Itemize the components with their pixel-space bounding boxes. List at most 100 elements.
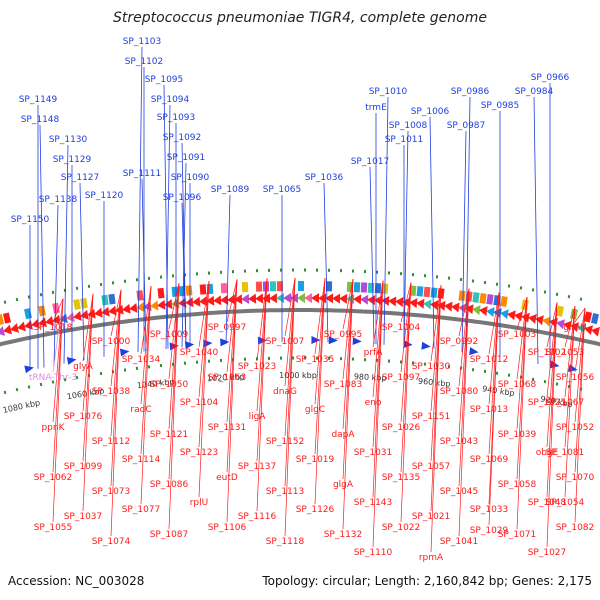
tick-mark (327, 356, 331, 360)
gene-label-reverse: SP_1029 (470, 526, 509, 536)
gene-label-reverse: SP_1056 (556, 373, 595, 383)
forward-gene-arrow (311, 336, 321, 345)
scale-label: 980 kbp (354, 372, 387, 383)
feature-block (298, 281, 304, 292)
reverse-gene-arrow (276, 293, 285, 304)
tick-mark (3, 300, 7, 304)
reverse-gene-arrow (381, 295, 390, 306)
feature-block (458, 290, 466, 302)
leader-line (137, 46, 143, 353)
tick-mark (39, 293, 43, 297)
leader-line (342, 279, 354, 430)
label-leader-lines (29, 46, 586, 553)
feature-block (220, 282, 228, 294)
feature-block (80, 297, 88, 309)
gene-label-reverse: ligA (249, 412, 267, 422)
gene-label-reverse: dnaG (273, 387, 297, 397)
gene-label-reverse: rpmA (419, 553, 444, 563)
leader-line (79, 182, 85, 361)
reverse-gene-arrow (297, 293, 305, 304)
gene-label-reverse: SP_1013 (470, 405, 509, 415)
gene-label-reverse: SP_1003 (498, 330, 537, 340)
reverse-gene-arrow (24, 320, 33, 330)
feature-block (199, 284, 207, 295)
feature-block (269, 281, 277, 292)
gene-label-forward: SP_1092 (163, 133, 202, 143)
leader-line (284, 277, 296, 437)
reverse-gene-arrow (213, 295, 222, 306)
leader-line (488, 292, 500, 405)
gene-label-forward: SP_1011 (385, 135, 424, 145)
gene-label-reverse: dapA (331, 430, 355, 440)
forward-gene-arrow (220, 338, 230, 347)
leader-line (574, 308, 586, 373)
tick-mark (399, 360, 403, 364)
gene-label-forward: SP_1150 (11, 215, 50, 225)
reverse-gene-arrow (332, 293, 341, 304)
reverse-gene-arrow (269, 293, 278, 304)
reverse-gene-arrow (409, 298, 418, 309)
leader-line (458, 288, 470, 537)
gene-label-reverse: SP_1112 (92, 437, 131, 447)
leader-line (226, 279, 238, 523)
forward-gene-arrow (469, 347, 479, 356)
reverse-gene-arrow (192, 296, 201, 307)
gene-label-reverse: SP_1054 (546, 498, 585, 508)
tick-mark (423, 274, 427, 278)
reverse-gene-arrow (500, 309, 509, 320)
leader-line (546, 302, 558, 348)
feature-block (409, 285, 417, 296)
feature-block (360, 282, 368, 293)
leader-line (342, 278, 354, 380)
reverse-gene-arrow (570, 322, 579, 332)
feature-block (353, 282, 361, 293)
gene-label-reverse: SP_1002 (528, 348, 567, 358)
tick-mark (339, 357, 343, 361)
leader-line (323, 182, 329, 343)
tick-mark (219, 270, 223, 274)
gene-label-reverse: SP_1009 (150, 330, 189, 340)
reverse-gene-arrow (584, 325, 593, 336)
leader-line (369, 166, 375, 345)
forward-gene-arrow (549, 360, 560, 369)
tick-mark (243, 357, 247, 361)
leader-line (372, 280, 384, 348)
leader-line (342, 278, 354, 330)
reverse-gene-arrow (38, 317, 47, 328)
reverse-gene-arrow (325, 293, 334, 304)
gene-label-reverse: SP_1057 (412, 462, 451, 472)
tick-mark (495, 282, 499, 286)
feature-block (367, 282, 375, 294)
gene-label-reverse: SP_1106 (208, 523, 247, 533)
gene-label-reverse: SP_1143 (354, 498, 393, 508)
tick-mark (267, 356, 271, 360)
genome-summary-text: Topology: circular; Length: 2,160,842 bp… (262, 574, 592, 588)
leader-line (52, 298, 64, 323)
gene-label-forward: SP_1149 (19, 95, 58, 105)
feature-block (423, 286, 431, 298)
tick-mark (483, 369, 487, 374)
tick-mark (363, 358, 367, 362)
leader-line (181, 162, 187, 348)
leader-line (564, 305, 576, 348)
gene-label-forward: SP_1130 (49, 135, 88, 145)
feature-block (178, 285, 186, 297)
gene-label-reverse: radC (130, 405, 151, 415)
feature-block (241, 281, 249, 293)
leader-line (458, 288, 470, 437)
gene-label-reverse: SP_1074 (92, 537, 131, 547)
gene-label-reverse: SP_1086 (150, 480, 189, 490)
tick-mark (411, 273, 415, 277)
gene-label-reverse: SP_1116 (238, 512, 277, 522)
leader-line (430, 285, 442, 462)
leader-line (110, 289, 122, 437)
tick-mark (507, 284, 511, 288)
gene-label-forward: SP_1093 (157, 113, 196, 123)
reverse-gene-arrow (339, 293, 348, 304)
gene-label-reverse: SP_1132 (324, 530, 363, 540)
gene-label-reverse: SP_1131 (208, 423, 247, 433)
gene-label-reverse: glgC (305, 405, 325, 415)
gene-label-reverse: SP_1034 (122, 355, 161, 365)
gene-label-forward: SP_1010 (369, 87, 408, 97)
leader-line (314, 278, 326, 405)
